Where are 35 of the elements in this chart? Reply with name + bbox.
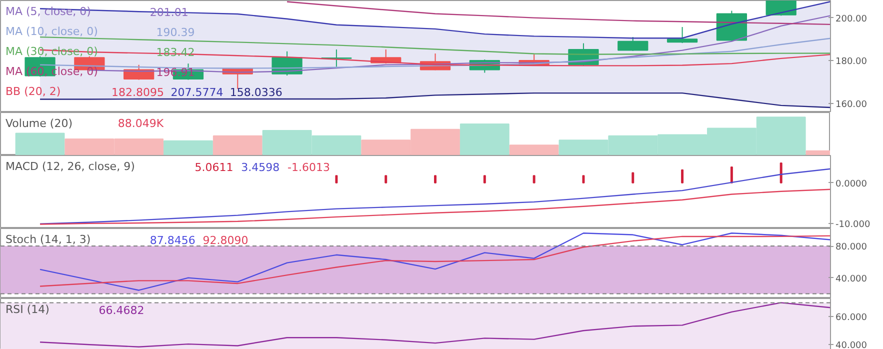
y-tick-label: 80.000 [836, 242, 868, 252]
annotation: 207.5774 [170, 86, 224, 99]
annotation: 190.39 [156, 26, 195, 39]
y-tick-label: 0.0000 [836, 179, 868, 190]
bar [212, 135, 262, 155]
text: MACD (12, 26, close, 9) [6, 160, 135, 173]
annotation: -1.6013 [288, 161, 330, 174]
bar [509, 144, 559, 155]
bar [164, 140, 213, 155]
annotation: 196.91 [156, 66, 195, 79]
line-series [286, 1, 830, 26]
y-tick-label: 60.000 [836, 313, 868, 324]
y-tick-label: 200.00 [836, 14, 868, 24]
bar [15, 132, 65, 155]
annotation: 92.8090 [202, 234, 248, 247]
candlestick [666, 26, 698, 44]
text: RSI (14) [6, 303, 50, 316]
line-series [39, 188, 830, 225]
y-tick-label: 180.00 [836, 57, 868, 68]
annotation: 87.8456 [150, 234, 196, 247]
text: BB (20, 2) [6, 85, 61, 98]
chart-title: Stoch (14, 1, 3) [6, 233, 91, 246]
annotation: 158.0336 [230, 86, 282, 99]
text: MA (10, close, 0) [6, 25, 98, 38]
chart-title: Volume (20) [6, 117, 72, 130]
annotation: 5.0611 [194, 161, 234, 174]
y-tick-label: 40.000 [836, 274, 868, 284]
annotation: 88.049K [118, 117, 164, 130]
bar [460, 124, 510, 155]
y-tick-label: 160.00 [836, 100, 868, 110]
y-tick-label: 40.000 [836, 341, 868, 349]
annotation: 3.4598 [241, 161, 280, 174]
annotation: 182.8095 [112, 86, 164, 99]
annotation: 66.4682 [98, 304, 144, 317]
y-tick-label: -10.000 [836, 220, 871, 230]
